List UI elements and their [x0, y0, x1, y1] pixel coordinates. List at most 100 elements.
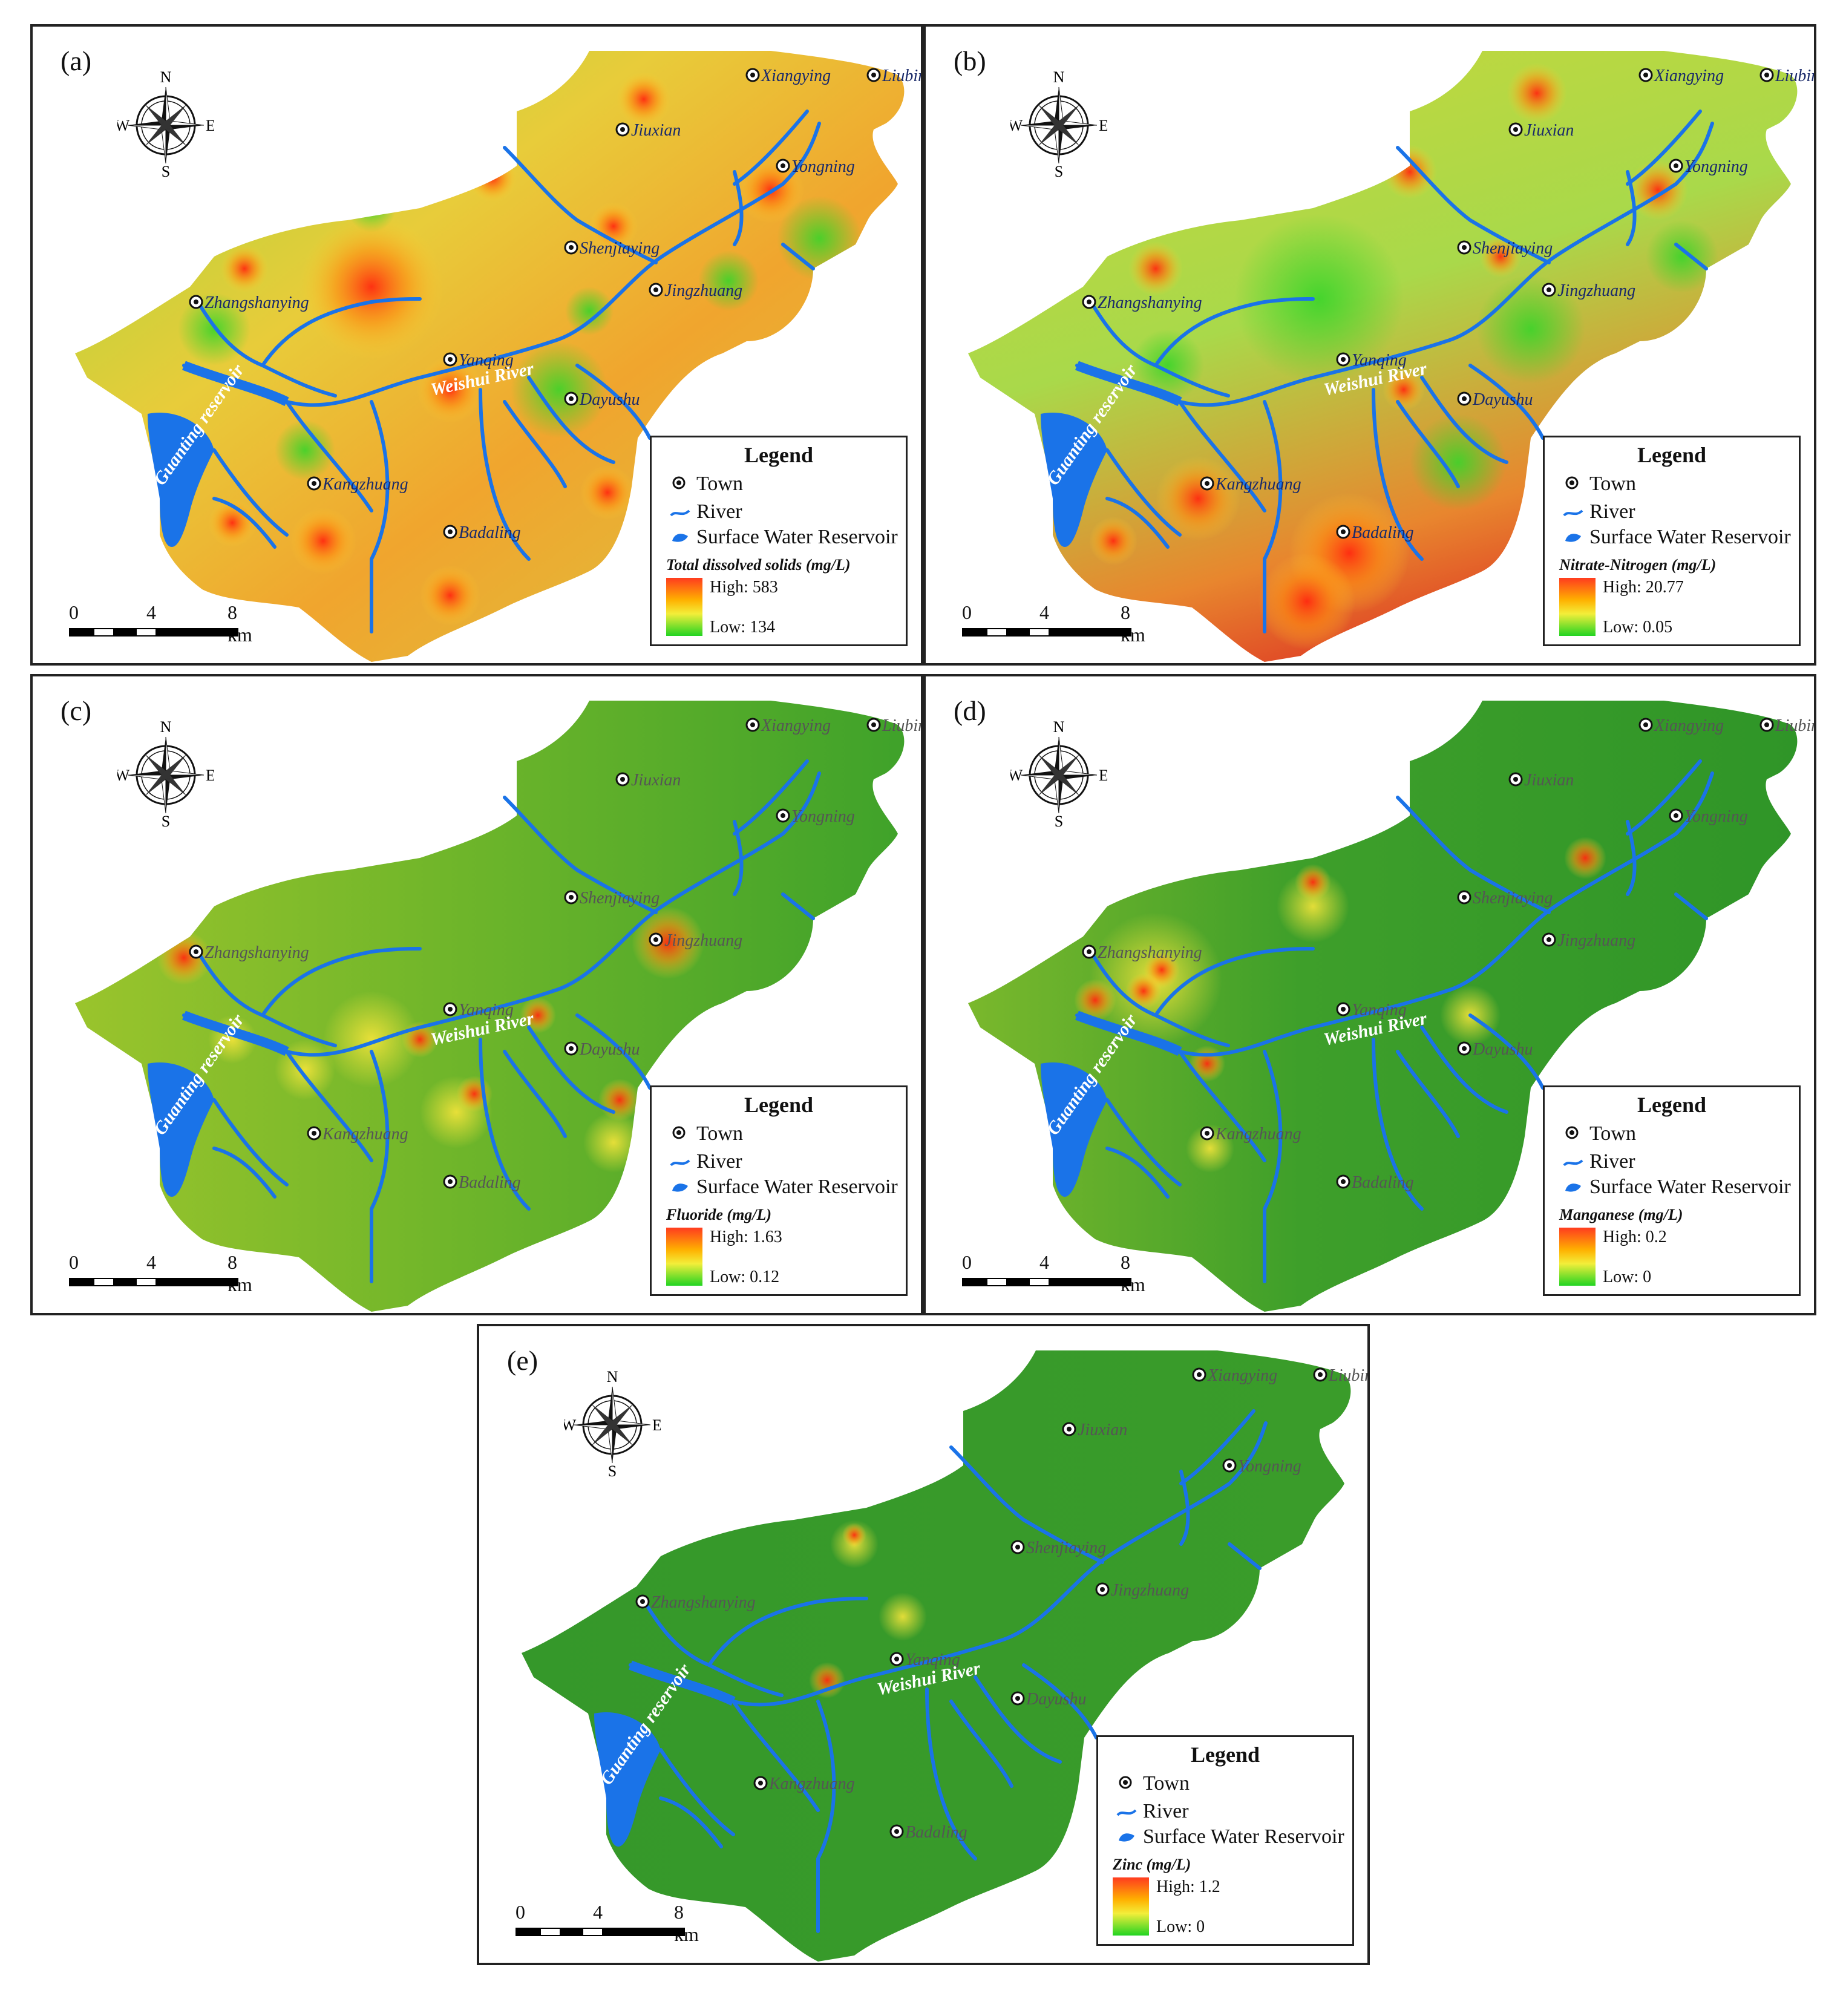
- scale-bar: 0 4 8 km: [69, 1251, 252, 1295]
- river-line: [659, 1796, 723, 1848]
- scale-bar: 0 4 8 km: [69, 601, 252, 646]
- river-line: [949, 1700, 1013, 1788]
- town-label: Kangzhuang: [768, 1775, 855, 1793]
- legend-high: High: 1.2: [1156, 1877, 1220, 1896]
- high-value-spot: [1125, 973, 1162, 1009]
- river-line: [1626, 110, 1702, 186]
- scale-tick-4: 4: [1039, 1251, 1049, 1273]
- legend-variable: Fluoride (mg/L): [666, 1206, 772, 1223]
- panel-label: (d): [954, 695, 986, 726]
- town-label: Kangzhuang: [322, 475, 408, 494]
- town-label: Zhangshanying: [205, 943, 309, 962]
- svg-text:W: W: [1010, 117, 1023, 134]
- high-value-spot: [1383, 368, 1425, 411]
- town-label: Badaling: [905, 1823, 967, 1842]
- high-value-spot: [1189, 1046, 1225, 1082]
- legend-box: Legend Town River Surface Water Reservoi…: [1096, 1735, 1354, 1946]
- legend-town: Town: [670, 1122, 743, 1147]
- town-label: Kangzhuang: [1215, 1125, 1301, 1144]
- river-line: [575, 364, 652, 440]
- north-arrow-compass: N S E W: [564, 1369, 661, 1478]
- river-line: [369, 400, 390, 633]
- high-value-spot: [589, 202, 638, 250]
- legend-high: High: 20.77: [1603, 578, 1684, 597]
- map-canvas: Xiangying Liubinpu Jiuxian Yongning Shenjiay…: [75, 701, 921, 1312]
- reservoir-arm: [629, 1660, 736, 1706]
- town-label: Kangzhuang: [1215, 475, 1301, 494]
- legend-low: Low: 0: [1156, 1917, 1205, 1936]
- town-label: Shenjiaying: [1473, 889, 1553, 908]
- river-line: [285, 400, 373, 512]
- town-label: Jingzhuang: [1557, 281, 1635, 300]
- river-line: [261, 297, 422, 367]
- town-label: Zhangshanying: [1098, 293, 1202, 312]
- high-value-spot: [1156, 456, 1240, 541]
- gradient-spot: [323, 991, 420, 1088]
- map-canvas: Xiangying Liubinpu Jiuxian Yongning Shenjiay…: [522, 1350, 1367, 1962]
- legend-reservoir: Surface Water Reservoir: [1563, 526, 1791, 550]
- legend-title: Legend: [1637, 1093, 1706, 1117]
- legend-variable: Total dissolved solids (mg/L): [666, 556, 851, 574]
- river-line: [212, 1098, 289, 1186]
- town-label: Jiuxian: [1524, 121, 1574, 140]
- town-label: Badaling: [459, 1173, 521, 1192]
- town-label: Yongning: [791, 807, 855, 826]
- low-value-spot: [1410, 414, 1507, 511]
- reservoir-arm: [182, 1010, 289, 1056]
- river-line: [1228, 1542, 1262, 1570]
- high-value-spot: [617, 72, 671, 126]
- town-label: Jiuxian: [1524, 771, 1574, 790]
- high-value-spot: [1128, 241, 1183, 296]
- high-value-spot: [1295, 864, 1331, 900]
- legend-variable: Manganese (mg/L): [1559, 1206, 1683, 1223]
- scale-bar: 0 4 8 km: [962, 1251, 1145, 1295]
- scale-bar: 0 4 8 km: [962, 601, 1145, 646]
- legend-low: Low: 0.12: [710, 1268, 780, 1286]
- legend-box: Legend Town River Surface Water Reservoi…: [650, 1085, 908, 1296]
- river-line: [974, 1675, 1062, 1764]
- legend-box: Legend Town River Surface Water Reservoi…: [1543, 1085, 1801, 1296]
- river-line: [212, 497, 277, 549]
- river-line: [925, 1687, 977, 1861]
- scale-tick-8: 8 km: [1121, 1251, 1145, 1295]
- river-line: [1674, 243, 1708, 270]
- legend-color-ramp: [666, 1228, 702, 1286]
- guanting-reservoir-shape: [148, 413, 214, 547]
- river-line: [1263, 400, 1283, 633]
- scale-tick-8: 8 km: [674, 1901, 699, 1945]
- high-value-spot: [520, 997, 556, 1033]
- panel-label: (a): [61, 45, 92, 76]
- legend-color-ramp: [666, 578, 702, 636]
- legend-reservoir: Surface Water Reservoir: [670, 1176, 898, 1200]
- panel-label: (c): [61, 695, 92, 726]
- scale-tick-8: 8 km: [227, 1251, 252, 1295]
- town-label: Dayushu: [579, 1040, 640, 1059]
- low-value-spot: [565, 287, 614, 335]
- town-label: Liubinpu: [1775, 716, 1816, 735]
- legend-river: River: [1563, 1150, 1635, 1174]
- panel-a: Xiangying Liubinpu Jiuxian Yongning Shenjiay…: [30, 24, 923, 666]
- high-value-spot: [580, 465, 635, 520]
- scale-tick-4: 4: [146, 1251, 156, 1273]
- scale-bar: 0 4 8 km: [516, 1901, 699, 1945]
- svg-text:E: E: [652, 1416, 661, 1434]
- river-line: [1105, 1098, 1182, 1186]
- high-value-spot: [468, 154, 517, 202]
- legend-reservoir: Surface Water Reservoir: [1116, 1825, 1344, 1850]
- legend-variable: Nitrate-Nitrogen (mg/L): [1559, 556, 1717, 574]
- town-label: Kangzhuang: [322, 1125, 408, 1144]
- svg-text:W: W: [1010, 767, 1023, 784]
- river-line: [733, 820, 744, 896]
- legend-river: River: [670, 1150, 742, 1174]
- legend-box: Legend Town River Surface Water Reservoi…: [650, 436, 908, 646]
- high-value-spot: [208, 499, 257, 547]
- river-line: [503, 400, 567, 488]
- legend-low: Low: 0: [1603, 1268, 1652, 1286]
- town-label: Yanqing: [905, 1651, 960, 1669]
- legend-title: Legend: [744, 443, 813, 467]
- north-arrow-compass: N S E W: [117, 719, 214, 828]
- legend-high: High: 583: [710, 578, 778, 597]
- river-line: [1396, 796, 1551, 914]
- river-line: [1396, 146, 1551, 264]
- svg-text:S: S: [162, 813, 170, 828]
